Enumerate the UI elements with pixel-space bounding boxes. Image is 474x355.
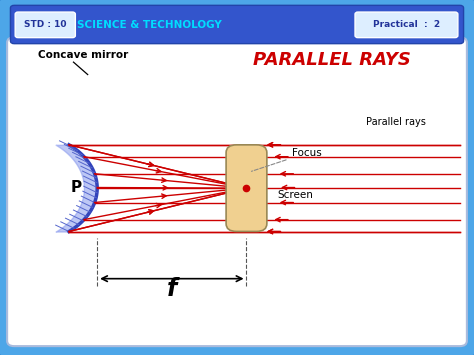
Text: Practical  :  2: Practical : 2 bbox=[373, 20, 440, 29]
Text: Screen: Screen bbox=[277, 190, 313, 200]
FancyBboxPatch shape bbox=[10, 5, 464, 44]
Text: Concave mirror: Concave mirror bbox=[38, 50, 128, 60]
Text: SCIENCE & TECHNOLOGY: SCIENCE & TECHNOLOGY bbox=[77, 20, 222, 30]
FancyBboxPatch shape bbox=[7, 37, 467, 346]
FancyBboxPatch shape bbox=[226, 145, 267, 231]
FancyBboxPatch shape bbox=[355, 12, 458, 38]
Text: P: P bbox=[70, 180, 82, 195]
FancyBboxPatch shape bbox=[15, 12, 75, 38]
Text: Parallel rays: Parallel rays bbox=[366, 118, 426, 127]
Text: STD : 10: STD : 10 bbox=[24, 20, 67, 29]
Text: PARALLEL RAYS: PARALLEL RAYS bbox=[253, 51, 411, 69]
Text: Focus: Focus bbox=[252, 148, 321, 171]
Text: f: f bbox=[167, 277, 177, 301]
